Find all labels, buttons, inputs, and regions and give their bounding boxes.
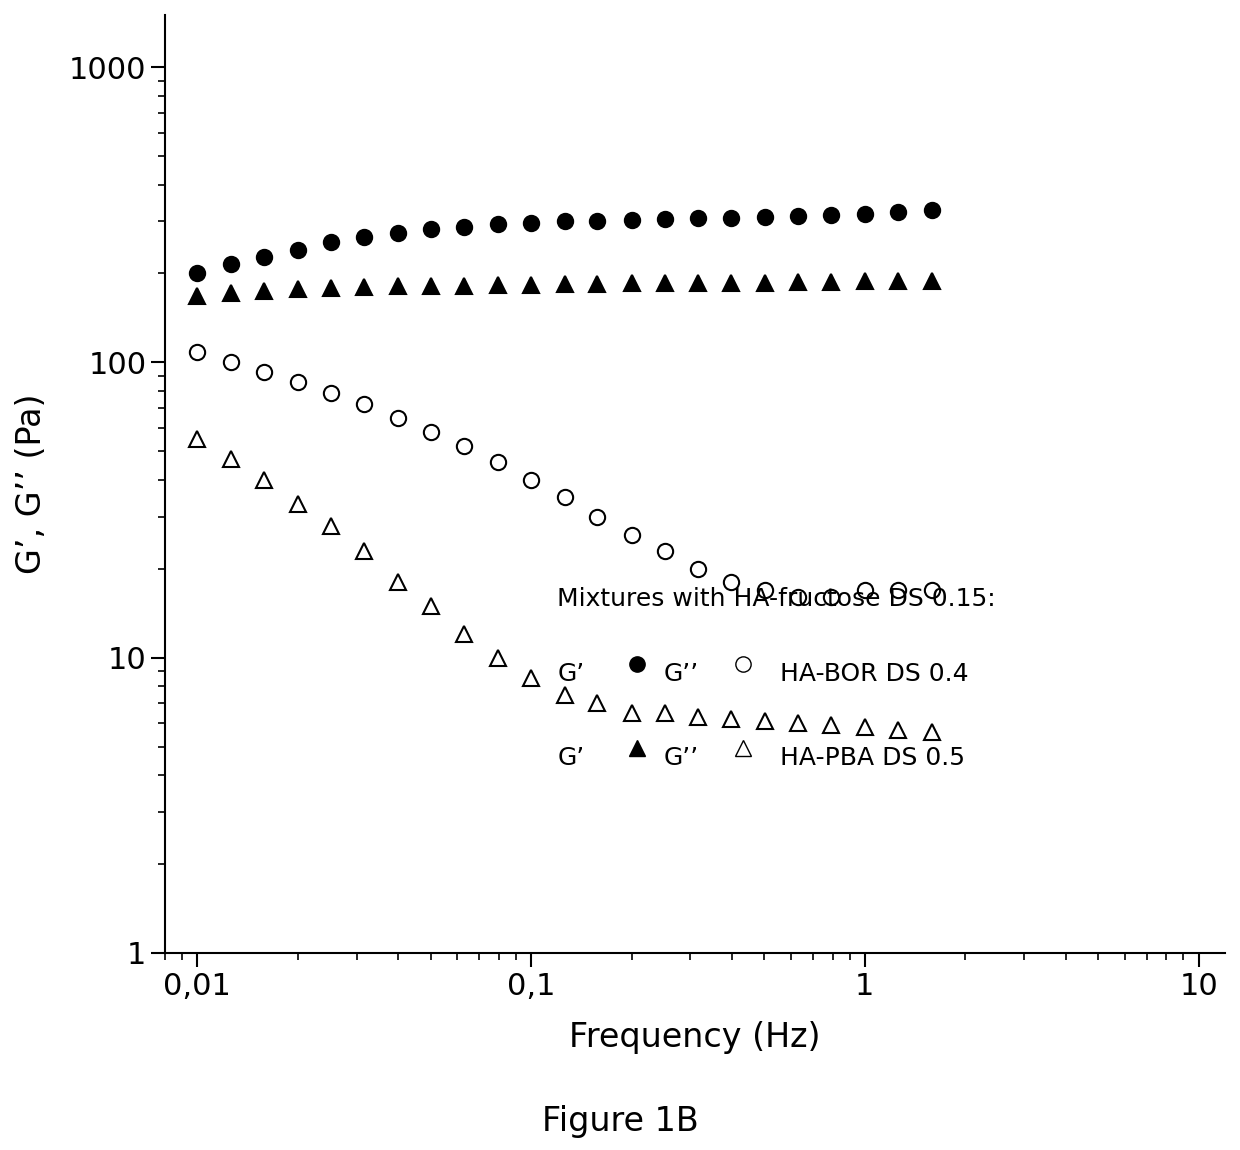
Text: G’: G’ bbox=[557, 746, 584, 770]
Y-axis label: G’, G’’ (Pa): G’, G’’ (Pa) bbox=[15, 393, 48, 574]
Text: G’’: G’’ bbox=[663, 661, 698, 685]
Text: Mixtures with HA-fructose DS 0.15:: Mixtures with HA-fructose DS 0.15: bbox=[557, 586, 996, 611]
Text: Figure 1B: Figure 1B bbox=[542, 1105, 698, 1138]
Text: HA-BOR DS 0.4: HA-BOR DS 0.4 bbox=[780, 661, 968, 685]
X-axis label: Frequency (Hz): Frequency (Hz) bbox=[569, 1021, 821, 1055]
Text: G’: G’ bbox=[557, 661, 584, 685]
Text: HA-PBA DS 0.5: HA-PBA DS 0.5 bbox=[780, 746, 965, 770]
Text: G’’: G’’ bbox=[663, 746, 698, 770]
